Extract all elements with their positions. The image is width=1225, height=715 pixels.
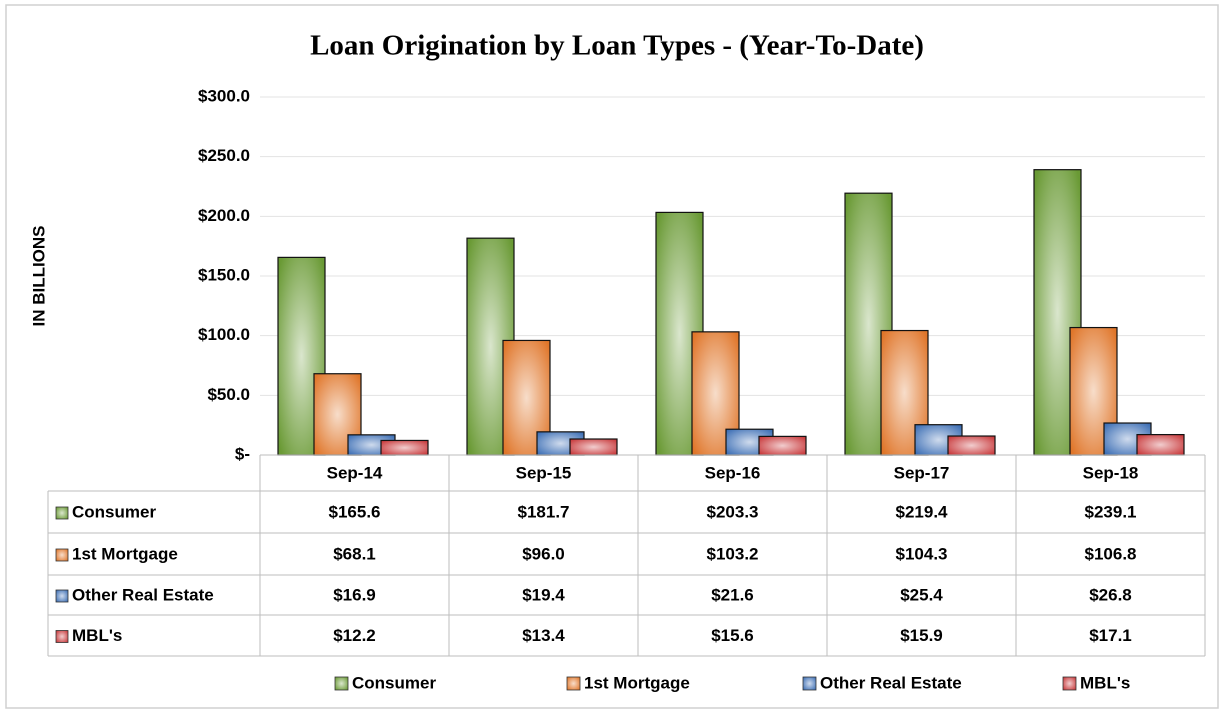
data-label: $165.6	[329, 502, 381, 521]
legend-key	[566, 676, 581, 691]
table-legend-key	[55, 548, 69, 562]
table-row-label: 1st Mortgage	[72, 544, 178, 563]
data-label: $15.9	[900, 626, 943, 645]
data-label: $17.1	[1089, 626, 1132, 645]
data-label: $13.4	[522, 626, 565, 645]
data-label: $68.1	[333, 544, 376, 563]
data-label: $203.3	[707, 502, 759, 521]
legend-label: Consumer	[352, 673, 436, 692]
data-label: $96.0	[522, 544, 565, 563]
y-tick-label: $250.0	[198, 146, 250, 165]
chart-title: Loan Origination by Loan Types - (Year-T…	[310, 30, 924, 62]
data-label: $219.4	[896, 502, 949, 521]
y-tick-label: $150.0	[198, 265, 250, 284]
data-label: $16.9	[333, 585, 376, 604]
legend-key	[802, 676, 817, 691]
x-tick-label: Sep-15	[516, 463, 572, 482]
table-row-label: MBL's	[72, 626, 122, 645]
data-label: $15.6	[711, 626, 754, 645]
data-label: $25.4	[900, 585, 943, 604]
x-tick-label: Sep-18	[1083, 463, 1139, 482]
legend-label: Other Real Estate	[820, 673, 962, 692]
data-label: $106.8	[1085, 544, 1137, 563]
legend-key	[1062, 676, 1077, 691]
table-legend-key	[55, 589, 69, 603]
bar	[947, 435, 996, 456]
y-tick-label: $50.0	[207, 385, 250, 404]
table-legend-key	[55, 630, 69, 643]
data-label: $103.2	[707, 544, 759, 563]
bar	[380, 439, 429, 456]
data-label: $104.3	[896, 544, 948, 563]
bar	[569, 438, 618, 456]
data-label: $239.1	[1085, 502, 1137, 521]
bar	[1136, 433, 1185, 456]
table-row-label: Other Real Estate	[72, 585, 214, 604]
y-tick-label: $-	[235, 444, 250, 463]
x-tick-label: Sep-17	[894, 463, 950, 482]
y-tick-label: $100.0	[198, 325, 250, 344]
data-label: $21.6	[711, 585, 754, 604]
x-tick-label: Sep-14	[327, 463, 383, 482]
y-tick-label: $300.0	[198, 86, 250, 105]
bar	[758, 435, 807, 456]
data-label: $181.7	[518, 502, 570, 521]
y-axis-label: IN BILLIONS	[29, 225, 48, 326]
legend-label: MBL's	[1080, 673, 1130, 692]
data-label: $12.2	[333, 626, 376, 645]
table-row-label: Consumer	[72, 502, 156, 521]
data-label: $26.8	[1089, 585, 1132, 604]
y-tick-label: $200.0	[198, 206, 250, 225]
legend-label: 1st Mortgage	[584, 673, 690, 692]
data-label: $19.4	[522, 585, 565, 604]
legend-key	[334, 676, 349, 691]
table-legend-key	[55, 506, 69, 520]
x-tick-label: Sep-16	[705, 463, 761, 482]
